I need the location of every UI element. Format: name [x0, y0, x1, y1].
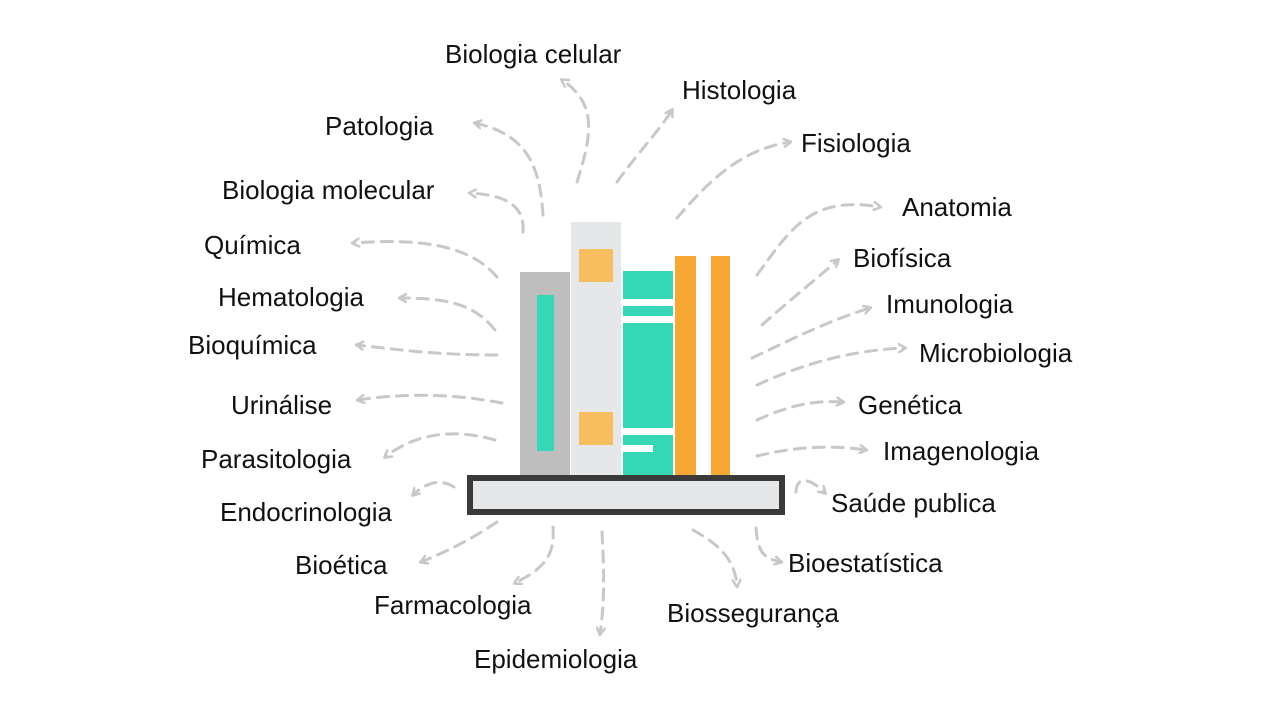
book-gray-spine-stripe — [537, 295, 554, 451]
arrow-patologia — [475, 123, 545, 217]
arrow-bioetica — [421, 520, 499, 562]
books-on-shelf-icon — [467, 222, 785, 515]
arrow-imagenologia — [755, 447, 866, 458]
label-saude-publica: Saúde publica — [831, 488, 996, 518]
arrow-endocrinologia — [413, 480, 456, 495]
arrow-bioestatistica — [754, 526, 781, 562]
label-urinalise: Urinálise — [231, 390, 332, 420]
book-green-band-3 — [623, 428, 673, 435]
label-epidemiologia: Epidemiologia — [474, 644, 638, 674]
label-microbiologia: Microbiologia — [919, 338, 1073, 368]
arrow-hematologia — [400, 298, 497, 332]
label-genetica: Genética — [858, 390, 963, 420]
arrow-biosseguranca — [691, 528, 737, 586]
arrow-imunologia — [750, 308, 870, 360]
label-quimica: Química — [204, 230, 301, 260]
label-anatomia: Anatomia — [902, 192, 1012, 222]
label-endocrinologia: Endocrinologia — [220, 497, 393, 527]
arrow-genetica — [755, 402, 843, 422]
label-hematologia: Hematologia — [218, 282, 365, 312]
label-histologia: Histologia — [682, 75, 797, 105]
label-bioquimica: Bioquímica — [188, 330, 317, 360]
book-orange-2 — [711, 256, 730, 477]
arrow-biologia-molecular — [470, 193, 525, 234]
arrow-saude-publica — [794, 479, 825, 493]
label-farmacologia: Farmacologia — [374, 590, 532, 620]
book-orange-1 — [675, 256, 696, 477]
label-imunologia: Imunologia — [886, 289, 1014, 319]
arrow-parasitologia — [385, 432, 497, 457]
book-green-band-2 — [623, 316, 673, 323]
arrow-biologia-celular — [562, 80, 591, 184]
arrow-microbiologia — [755, 348, 905, 387]
arrow-biofisica — [760, 260, 838, 327]
label-bioetica: Bioética — [295, 550, 388, 580]
book-light-top-label — [579, 249, 613, 282]
connector-arrows — [353, 80, 905, 634]
book-green-band-1 — [623, 299, 673, 306]
topic-labels: Biologia celular Histologia Patologia Fi… — [188, 39, 1073, 674]
arrow-urinalise — [358, 393, 504, 405]
label-bioestatistica: Bioestatística — [788, 548, 943, 578]
label-patologia: Patologia — [325, 111, 434, 141]
label-imagenologia: Imagenologia — [883, 436, 1040, 466]
arrow-fisiologia — [675, 142, 790, 220]
arrow-quimica — [353, 242, 499, 279]
label-biologia-molecular: Biologia molecular — [222, 175, 435, 205]
book-light-bottom-label — [579, 412, 613, 445]
arrow-epidemiologia — [600, 530, 604, 634]
label-biofisica: Biofísica — [853, 243, 952, 273]
arrow-histologia — [615, 110, 672, 184]
label-fisiologia: Fisiologia — [801, 128, 911, 158]
label-parasitologia: Parasitologia — [201, 444, 352, 474]
label-biologia-celular: Biologia celular — [445, 39, 622, 69]
shelf — [467, 475, 785, 515]
arrow-anatomia — [755, 205, 880, 277]
book-green-band-4 — [623, 445, 653, 452]
arrow-bioquimica — [357, 345, 499, 357]
arrow-farmacologia — [515, 525, 555, 583]
label-biosseguranca: Biossegurança — [667, 598, 840, 628]
